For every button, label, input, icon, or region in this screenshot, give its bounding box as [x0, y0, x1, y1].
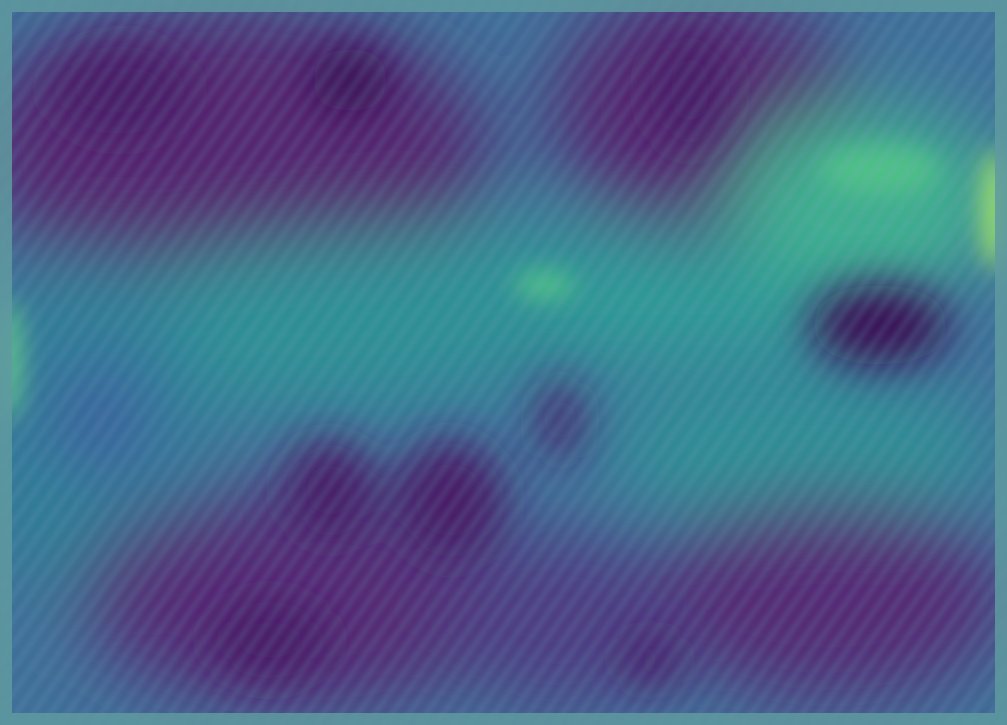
- texture-field: [0, 0, 1007, 725]
- streak-texture: [0, 0, 1007, 725]
- image-border: [0, 0, 1007, 725]
- texture-image: [0, 0, 1007, 725]
